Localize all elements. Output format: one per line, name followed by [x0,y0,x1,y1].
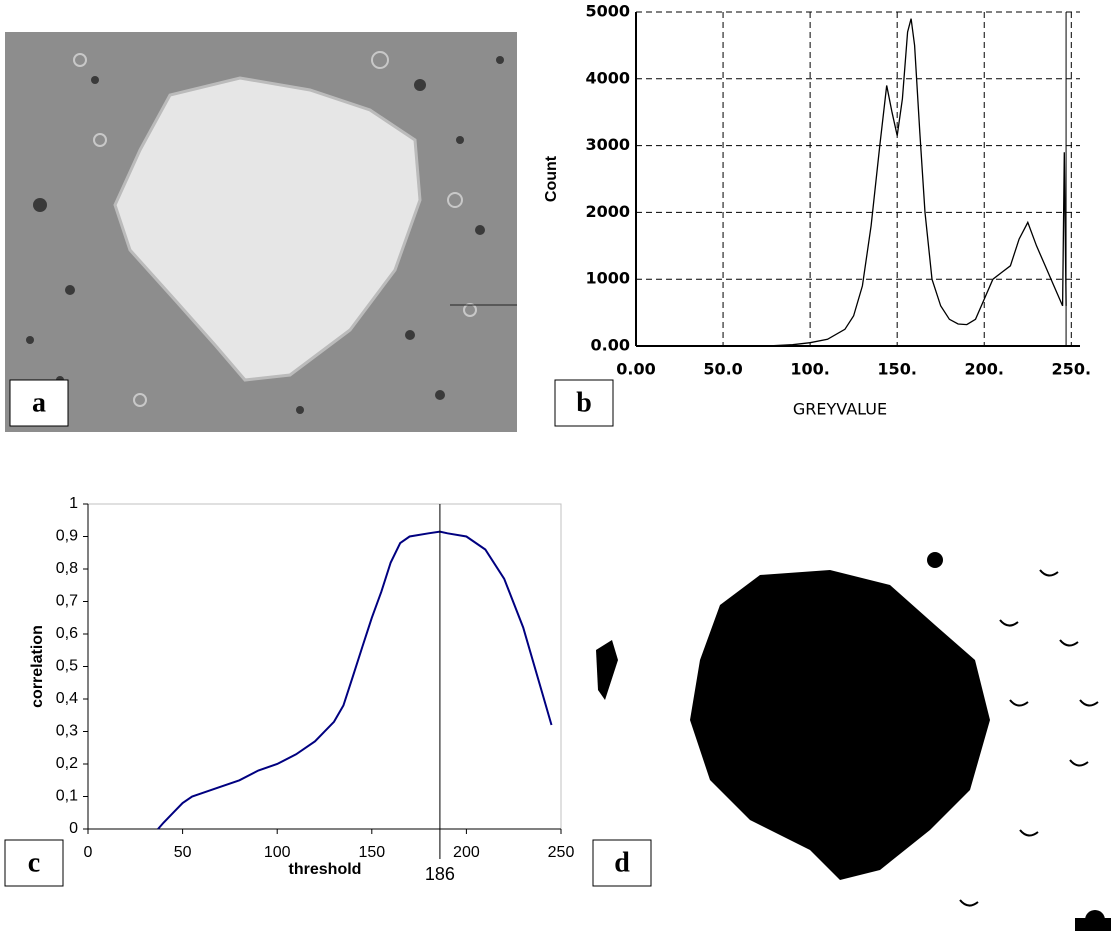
panel-label: b [576,387,592,418]
panel-label: a [32,387,46,418]
y-tick-label: 0,3 [56,723,78,740]
x-tick-label: 150 [358,844,385,861]
x-tick-label: 250. [1052,360,1091,379]
y-tick-label: 5000 [585,2,630,21]
x-tick-label: 250 [548,844,575,861]
y-tick-label: 0,5 [56,658,78,675]
y-tick-label: 1000 [585,269,630,288]
binary-image [596,552,1111,931]
y-tick-label: 0,8 [56,560,78,577]
x-tick-label: 150. [877,360,916,379]
y-tick-label: 3000 [585,135,630,154]
y-tick-label: 0,7 [56,593,78,610]
figure: a b c d 0.00100020003000400050000.0050.0… [0,0,1111,931]
x-tick-label: 50.0 [703,360,742,379]
threshold-label: 186 [425,864,455,884]
panel-label: d [614,847,630,878]
x-tick-label: 200. [964,360,1003,379]
panel-label: c [28,847,40,878]
data-line [158,532,552,829]
sem-image [5,32,517,432]
x-axis-label: threshold [289,861,362,878]
y-tick-label: 0,1 [56,788,78,805]
x-tick-label: 0 [84,844,93,861]
y-tick-label: 0 [69,820,78,837]
data-line [767,19,1067,346]
y-tick-label: 0,4 [56,690,78,707]
panel-label-boxes [5,380,651,886]
x-tick-label: 0.00 [616,360,655,379]
x-tick-label: 100. [790,360,829,379]
y-tick-label: 2000 [585,202,630,221]
y-tick-label: 0.00 [591,336,630,355]
y-tick-label: 0,2 [56,755,78,772]
plot-frame [88,504,561,829]
x-axis-label: GREYVALUE [793,400,887,419]
x-tick-label: 100 [264,844,291,861]
y-axis-label: Count [543,155,560,202]
x-tick-label: 50 [174,844,192,861]
y-tick-label: 0,6 [56,625,78,642]
y-axis-label: correlation [29,625,46,708]
y-tick-label: 1 [69,495,78,512]
x-tick-label: 200 [453,844,480,861]
y-tick-label: 0,9 [56,528,78,545]
y-tick-label: 4000 [585,68,630,87]
